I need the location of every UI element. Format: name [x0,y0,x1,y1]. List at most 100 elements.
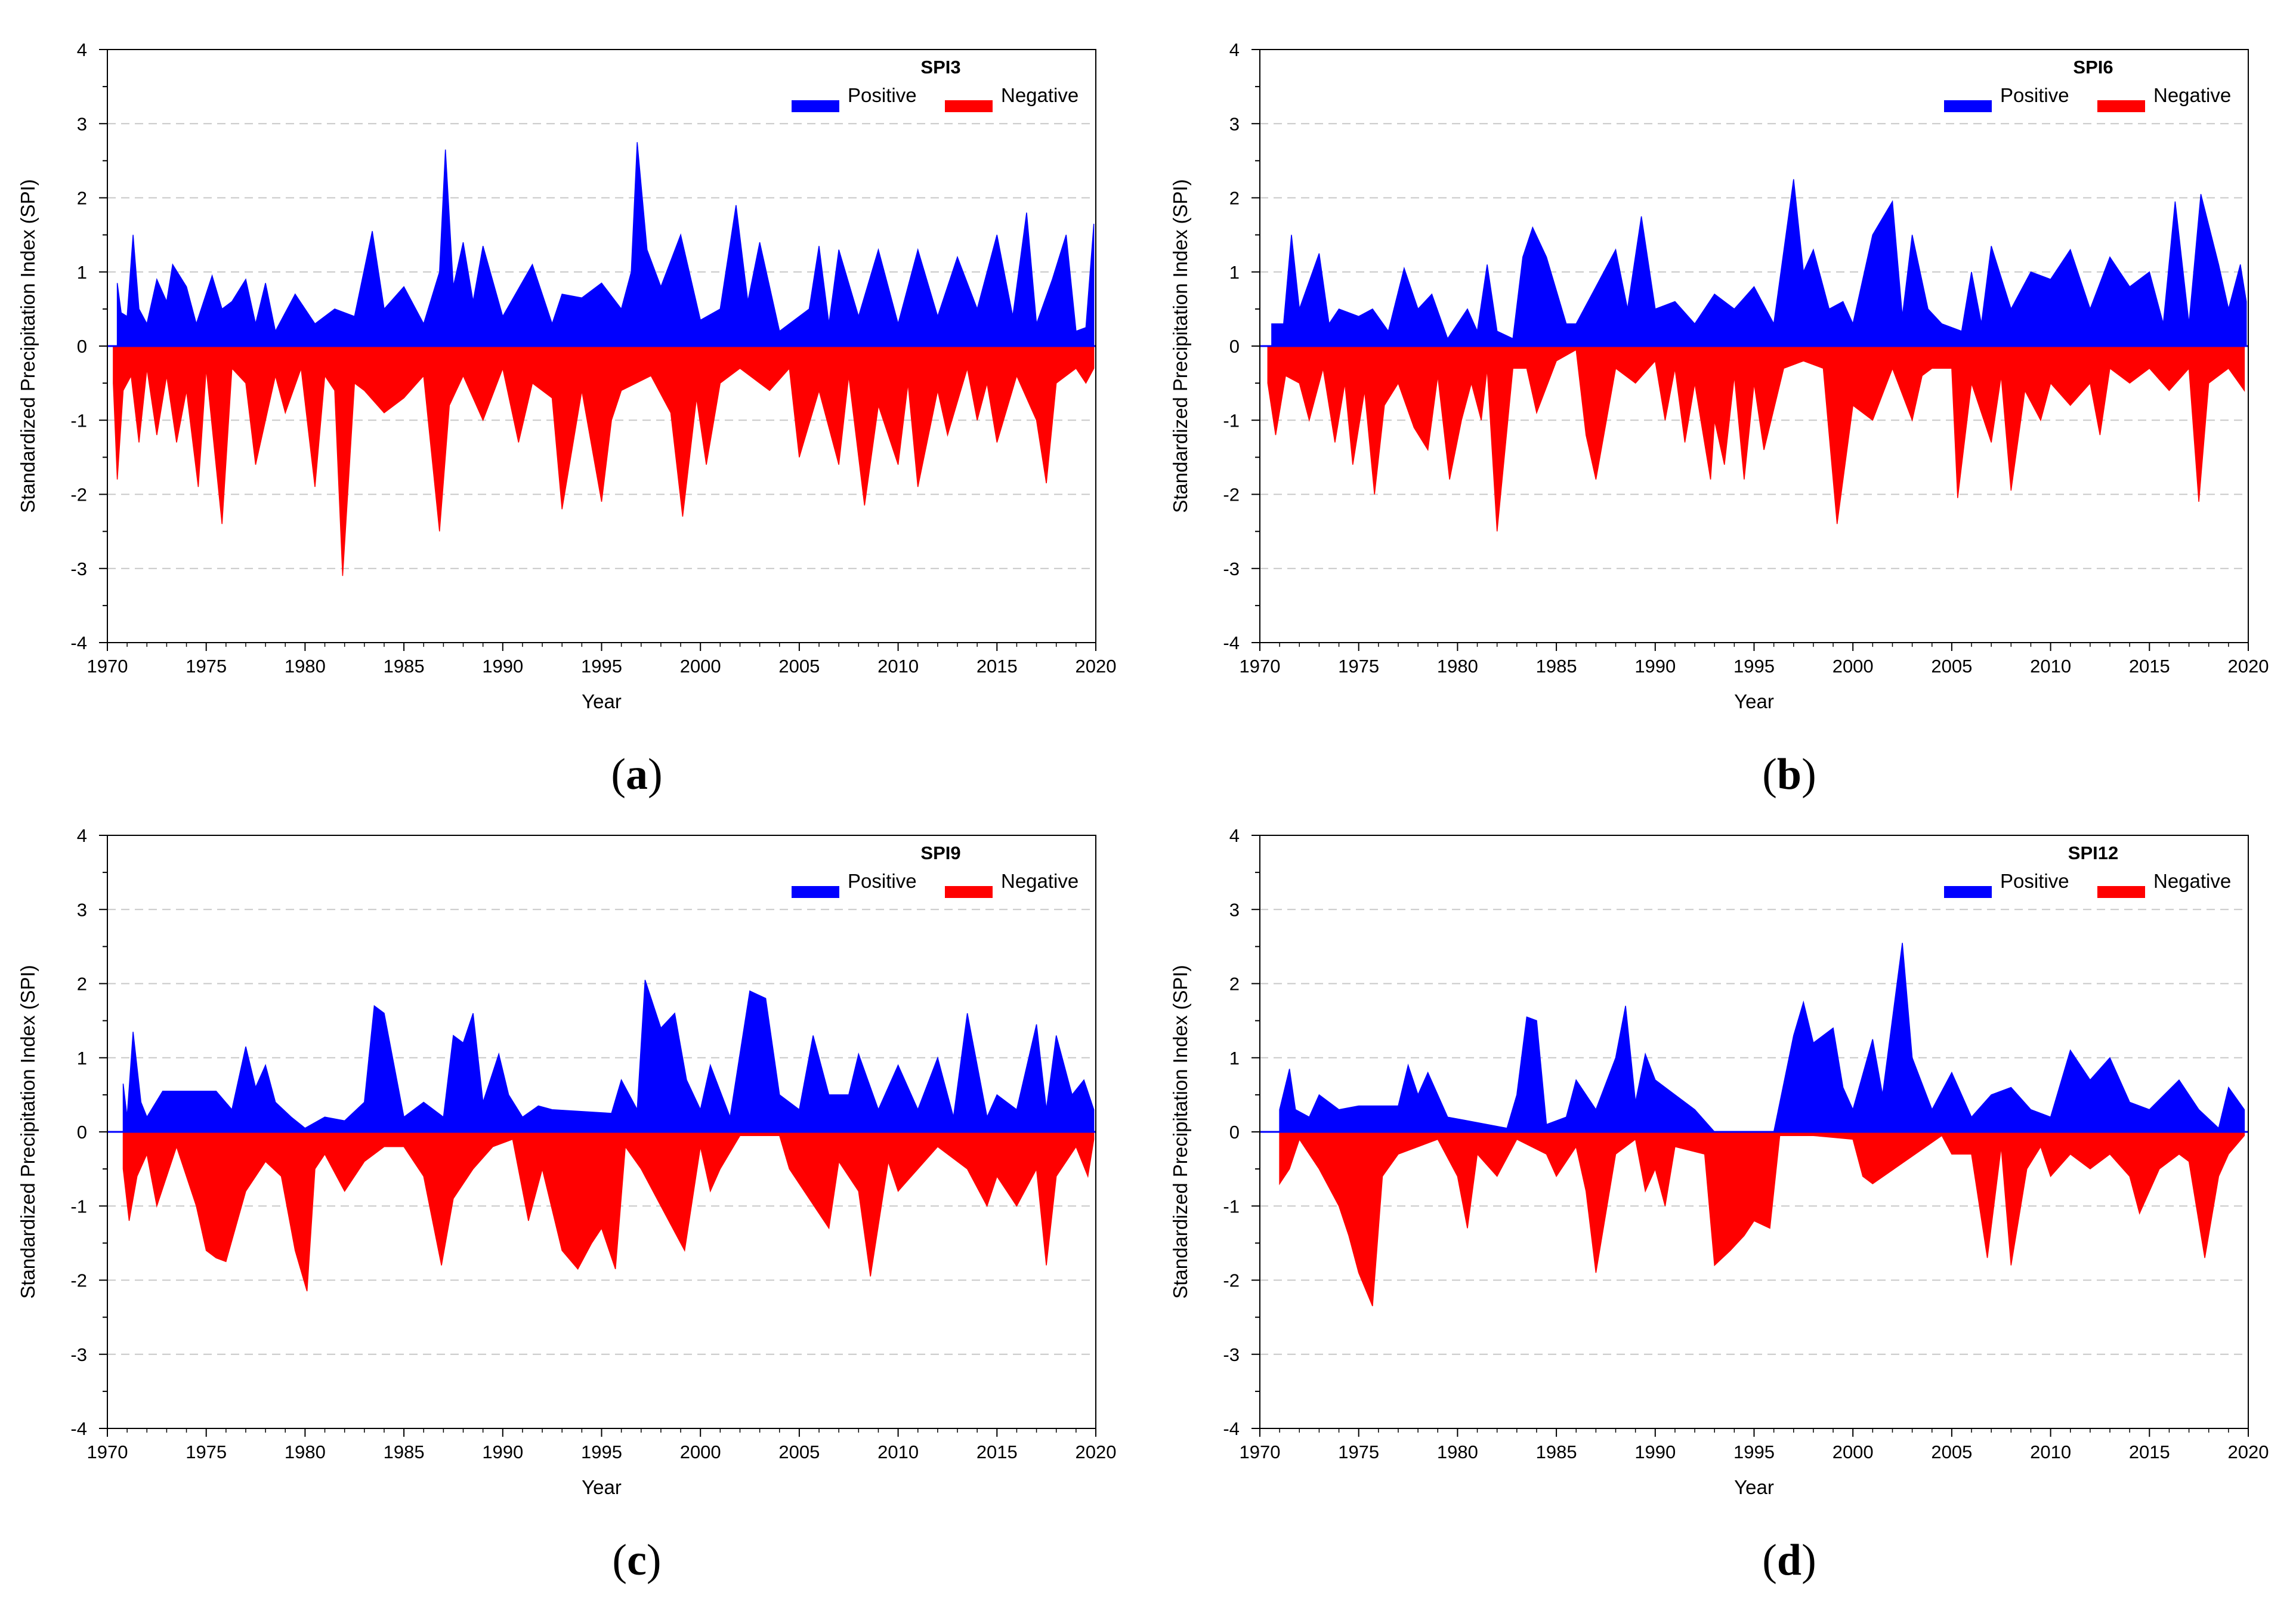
x-tick-label: 1990 [482,1442,523,1462]
y-tick-label: 2 [1229,974,1240,995]
legend-label-negative: Negative [2153,84,2231,106]
x-tick-label: 2000 [1833,656,1874,677]
x-tick-label: 1980 [1437,1442,1478,1462]
x-tick-label: 1975 [1338,1442,1379,1462]
y-tick-label: 0 [1229,1122,1240,1143]
negative-spi-area [1267,345,2245,532]
y-tick-label: 1 [1229,262,1240,283]
negative-spi-area [113,345,1095,576]
y-tick-label: 3 [1229,113,1240,134]
legend-label-negative: Negative [2153,870,2231,892]
y-tick-label: -1 [1223,410,1240,431]
y-tick-label: -2 [1223,1270,1240,1291]
y-tick-label: -4 [1223,1418,1240,1439]
x-tick-label: 1990 [1634,1442,1676,1462]
x-tick-label: 1990 [482,656,523,677]
x-tick-label: 1980 [285,1442,326,1462]
legend-swatch-positive [792,886,839,898]
y-tick-label: 0 [1229,336,1240,357]
x-tick-label: 2020 [1076,1442,1117,1462]
x-tick-label: 1985 [1536,656,1577,677]
legend-title: SPI6 [2073,57,2113,78]
x-tick-label: 1980 [1437,656,1478,677]
x-axis-title: Year [1734,690,1774,712]
y-tick-label: -3 [1223,1344,1240,1365]
x-tick-label: 1995 [1733,656,1775,677]
legend-label-positive: Positive [848,84,917,106]
x-tick-label: 2015 [977,656,1018,677]
y-tick-label: 3 [1229,899,1240,920]
x-tick-label: 2015 [977,1442,1018,1462]
negative-spi-area [1279,1131,2245,1307]
y-axis-title: Standardized Precipitation Index (SPI) [1169,179,1191,513]
y-tick-label: 0 [77,1122,87,1143]
y-tick-label: -4 [70,632,87,653]
y-tick-label: 4 [77,825,87,846]
y-axis-title: Standardized Precipitation Index (SPI) [17,179,39,513]
legend-label-positive: Positive [2000,84,2069,106]
y-tick-label: 4 [1229,39,1240,60]
panel-caption: (c) [612,1536,661,1585]
x-tick-label: 2005 [1931,1442,1972,1462]
y-tick-label: -1 [70,410,87,431]
legend-label-positive: Positive [848,870,917,892]
x-tick-label: 1995 [581,1442,622,1462]
x-tick-label: 2010 [877,656,919,677]
legend-title: SPI3 [920,57,960,78]
x-tick-label: 1970 [87,656,128,677]
y-tick-label: -3 [1223,558,1240,579]
y-tick-label: 4 [77,39,87,60]
y-tick-label: 0 [77,336,87,357]
legend-swatch-negative [945,886,993,898]
legend-label-negative: Negative [1001,84,1079,106]
x-tick-label: 1995 [581,656,622,677]
y-tick-label: 2 [77,974,87,995]
x-tick-label: 2005 [778,1442,820,1462]
legend-label-positive: Positive [2000,870,2069,892]
x-tick-label: 1970 [87,1442,128,1462]
y-tick-label: 1 [1229,1048,1240,1069]
y-tick-label: 4 [1229,825,1240,846]
legend-swatch-negative [2097,100,2145,112]
x-tick-label: 2020 [1076,656,1117,677]
y-tick-label: -2 [70,484,87,505]
legend-label-negative: Negative [1001,870,1079,892]
y-axis-title: Standardized Precipitation Index (SPI) [1169,965,1191,1298]
y-tick-label: -4 [1223,632,1240,653]
legend-swatch-positive [792,100,839,112]
y-axis-title: Standardized Precipitation Index (SPI) [17,965,39,1298]
x-tick-label: 2015 [2129,656,2170,677]
positive-spi-area [122,980,1095,1132]
y-tick-label: 3 [77,899,87,920]
legend-title: SPI9 [920,842,960,863]
x-tick-label: 2015 [2129,1442,2170,1462]
x-tick-label: 2010 [2030,656,2071,677]
y-tick-label: 1 [77,1048,87,1069]
y-tick-label: -2 [70,1270,87,1291]
y-tick-label: 2 [1229,188,1240,209]
y-tick-label: 1 [77,262,87,283]
x-tick-label: 2020 [2228,1442,2269,1462]
x-tick-label: 1985 [384,656,425,677]
x-tick-label: 2005 [1931,656,1972,677]
negative-spi-area [122,1131,1095,1292]
x-tick-label: 2020 [2228,656,2269,677]
x-tick-label: 1975 [186,656,227,677]
y-tick-label: -1 [70,1196,87,1217]
x-tick-label: 2010 [877,1442,919,1462]
x-axis-title: Year [582,1476,622,1498]
x-tick-label: 2000 [680,656,721,677]
x-tick-label: 2000 [1833,1442,1874,1462]
x-tick-label: 2005 [778,656,820,677]
y-tick-label: -3 [70,1344,87,1365]
x-tick-label: 1990 [1634,656,1676,677]
positive-spi-area [116,142,1095,347]
